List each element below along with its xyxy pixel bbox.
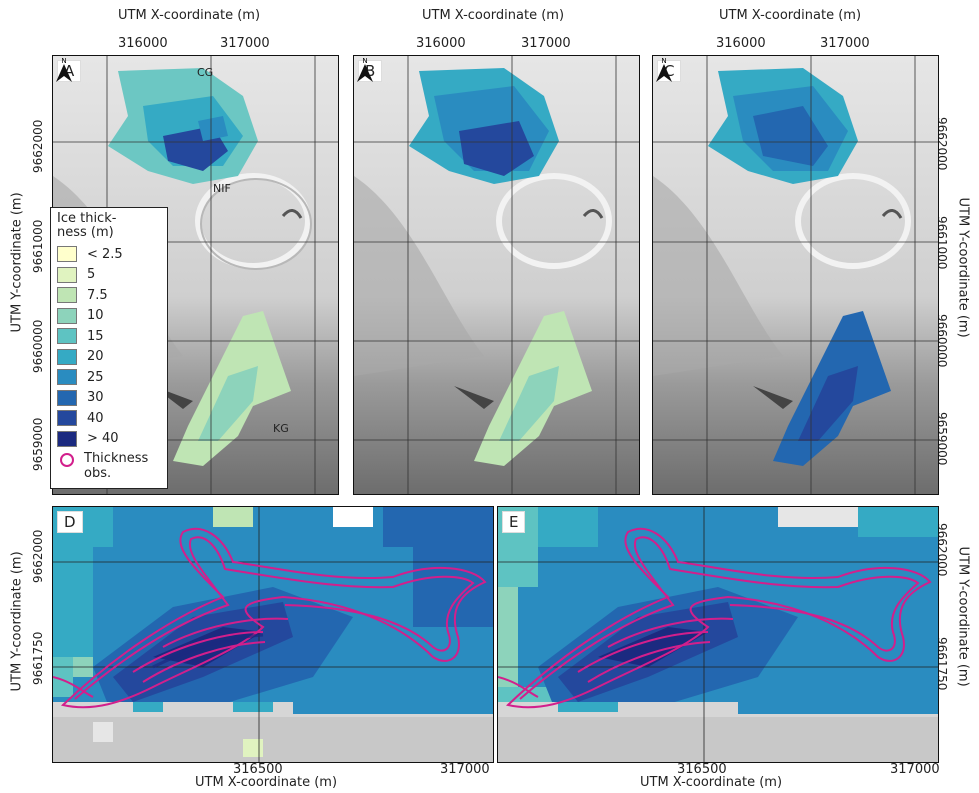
panel-label-e: E (502, 511, 526, 533)
x-tick-b-2: 317000 (521, 36, 571, 51)
north-symbol: N (362, 57, 367, 65)
y-tick-left-bottom-1: 9662000 (31, 529, 45, 583)
x-axis-title-d: UTM X-coordinate (m) (195, 775, 338, 790)
thickness-raster-d (53, 507, 493, 762)
legend-item: < 2.5 (57, 244, 163, 265)
hillshade-b (354, 56, 639, 494)
legend-item: 30 (57, 388, 163, 409)
map-panel-e: E (497, 506, 939, 763)
x-tick-e-2: 317000 (890, 762, 940, 777)
panel-label-d: D (57, 511, 83, 533)
y-tick-left-3: 9660000 (31, 319, 45, 373)
x-axis-title-c: UTM X-coordinate (m) (719, 8, 862, 23)
legend-obs-line-1: Thickness (84, 451, 149, 466)
legend-item: 10 (57, 306, 163, 327)
obs-ring-icon (60, 453, 74, 467)
y-axis-title-left-top: UTM Y-coordinate (m) (9, 192, 25, 333)
x-tick-a-2: 317000 (220, 36, 270, 51)
y-tick-left-bottom-2: 9661750 (31, 631, 45, 685)
legend-item: 7.5 (57, 285, 163, 306)
hillshade-c (653, 56, 938, 494)
north-symbol: N (61, 57, 66, 65)
legend-title-line-1: Ice thick- (57, 211, 117, 226)
glacier-label-kg: KG (273, 422, 289, 435)
north-arrow-icon: N (56, 57, 72, 82)
x-tick-e-1: 316500 (677, 762, 727, 777)
y-axis-title-right-top: UTM Y-coordinate (m) (955, 197, 971, 338)
x-tick-a-1: 316000 (118, 36, 168, 51)
legend-item: 25 (57, 367, 163, 388)
x-tick-b-1: 316000 (416, 36, 466, 51)
y-tick-left-2: 9661000 (31, 219, 45, 273)
thickness-raster-e (498, 507, 938, 762)
glacier-label-nif: NIF (213, 182, 231, 195)
map-panel-b: B N (353, 55, 640, 495)
x-axis-title-b: UTM X-coordinate (m) (422, 8, 565, 23)
legend-title: Ice thick- ness (m) (57, 212, 163, 240)
legend-item: 40 (57, 408, 163, 429)
north-arrow-icon: N (357, 57, 373, 82)
map-panel-d: D (52, 506, 494, 763)
north-arrow-icon: N (656, 57, 672, 82)
legend-item: 5 (57, 265, 163, 286)
legend-title-line-2: ness (m) (57, 225, 114, 240)
y-axis-title-left-bottom: UTM Y-coordinate (m) (9, 551, 25, 692)
x-axis-title-e: UTM X-coordinate (m) (640, 775, 783, 790)
legend-item: > 40 (57, 429, 163, 450)
x-tick-c-1: 316000 (716, 36, 766, 51)
legend-item: 20 (57, 347, 163, 368)
x-tick-d-2: 317000 (440, 762, 490, 777)
y-axis-title-right-bottom: UTM Y-coordinate (m) (955, 546, 971, 687)
map-panel-c: C N (652, 55, 939, 495)
y-tick-left-4: 9659000 (31, 417, 45, 471)
glacier-label-cg: CG (197, 66, 214, 79)
x-tick-c-2: 317000 (820, 36, 870, 51)
legend-item-obs: Thickness obs. (57, 451, 163, 481)
north-symbol: N (661, 57, 666, 65)
legend-item: 15 (57, 326, 163, 347)
legend-obs-line-2: obs. (84, 466, 112, 481)
ice-thickness-legend: Ice thick- ness (m) < 2.5 5 7.5 10 15 20… (50, 207, 168, 489)
x-axis-title-a: UTM X-coordinate (m) (118, 8, 261, 23)
x-tick-d-1: 316500 (233, 762, 283, 777)
y-tick-left-1: 9662000 (31, 119, 45, 173)
